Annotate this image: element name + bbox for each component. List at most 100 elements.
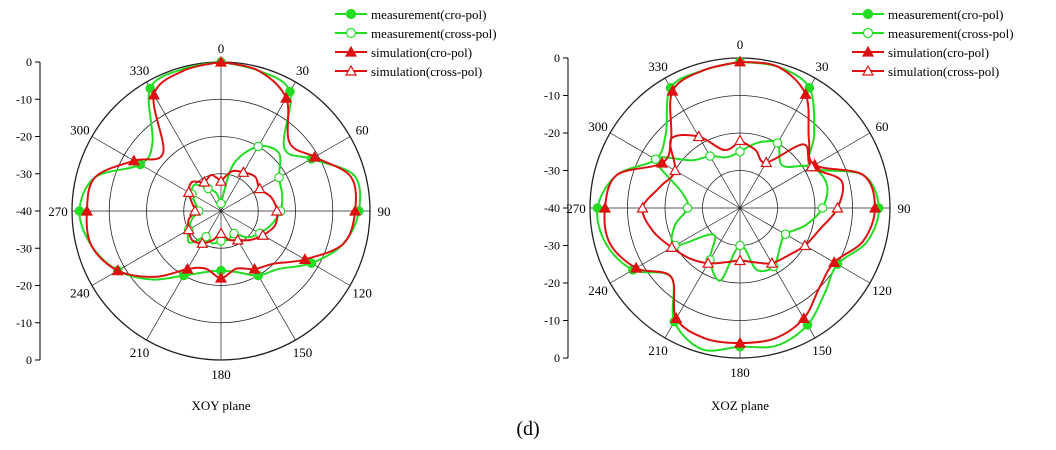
angle-tick-label: 30 [296, 63, 309, 78]
radial-tick-label: 0 [554, 51, 560, 65]
data-point-marker [733, 134, 747, 146]
grid-spoke [664, 77, 741, 209]
legend-item: simulation(cro-pol) [852, 45, 989, 60]
data-point-marker [188, 204, 201, 216]
radial-tick-label: -10 [544, 314, 560, 328]
angle-tick-label: 0 [737, 37, 744, 52]
data-point-marker [780, 229, 791, 240]
data-point-marker [196, 237, 209, 248]
data-point-marker [733, 336, 747, 348]
data-point-marker [214, 174, 228, 186]
angle-tick-label: 330 [130, 63, 150, 78]
series-simulation-cross-pol [636, 130, 845, 268]
data-point-marker [256, 228, 269, 240]
radial-tick-label: -10 [16, 316, 32, 330]
data-point-marker [636, 201, 649, 213]
data-point-marker [692, 130, 705, 142]
series-measurement-cross-pol [650, 138, 829, 282]
legend-marker [345, 27, 357, 39]
angle-tick-label: 120 [872, 283, 892, 298]
angle-tick-label: 90 [898, 201, 911, 216]
radial-tick-label: -20 [544, 276, 560, 290]
data-point-marker [669, 164, 682, 176]
data-point-marker [229, 228, 239, 239]
chart-title: XOY plane [191, 398, 250, 413]
radial-axis: 0 -10 -20 -30 -40 -30 -20 -10 0 [16, 55, 41, 367]
data-point-marker [80, 204, 93, 216]
legend-marker [345, 8, 357, 20]
angle-tick-label: 120 [352, 286, 372, 301]
legend-label: measurement(cross-pol) [371, 26, 497, 41]
xoz-polar-chart: 0 30 60 90 120 150 180 210 240 270 300 330 0 -10 -20 -3… [544, 7, 1014, 413]
angle-tick-label: 300 [70, 123, 90, 138]
data-point-marker [111, 264, 124, 276]
angle-tick-label: 30 [816, 59, 829, 74]
legend-item: measurement(cro-pol) [335, 7, 487, 22]
xoz-plane-panel: 0 30 60 90 120 150 180 210 240 270 300 330 0 -10 -20 -3… [528, 0, 1056, 420]
angle-tick-label: 60 [356, 123, 369, 138]
data-point-marker [147, 88, 160, 100]
angle-tick-label: 0 [218, 41, 225, 56]
angle-tick-label: 180 [730, 365, 750, 380]
data-point-marker [670, 312, 683, 324]
data-point-marker [127, 154, 140, 166]
radial-tick-label: 0 [26, 353, 32, 367]
data-point-marker [666, 84, 679, 96]
data-point-marker [181, 262, 194, 274]
data-point-marker [630, 261, 643, 273]
legend-item: simulation(cross-pol) [335, 64, 482, 79]
series-measurement-cro-pol [74, 57, 364, 281]
angle-tick-label: 330 [648, 59, 668, 74]
legend-label: measurement(cro-pol) [371, 7, 487, 22]
radial-tick-label: 0 [26, 55, 32, 69]
legend-marker [344, 45, 358, 57]
legend-marker [862, 27, 874, 39]
legend-label: simulation(cro-pol) [371, 45, 472, 60]
data-point-marker [665, 241, 678, 252]
data-point-marker [868, 201, 882, 213]
legend-item: simulation(cross-pol) [852, 64, 999, 79]
grid-spoke [220, 210, 351, 286]
data-point-marker [760, 156, 773, 168]
legend-label: simulation(cro-pol) [888, 45, 989, 60]
radial-tick-label: -20 [544, 126, 560, 140]
grid-spoke [220, 136, 351, 212]
legend: measurement(cro-pol) measurement(cross-po… [335, 7, 497, 79]
chart-title: XOZ plane [711, 398, 769, 413]
data-point-marker [682, 203, 693, 213]
angle-tick-label: 210 [648, 343, 668, 358]
data-point-marker [237, 166, 250, 177]
data-point-marker [797, 312, 810, 324]
angle-tick-label: 60 [876, 119, 889, 134]
angle-tick-label: 150 [812, 343, 832, 358]
radial-tick-label: 0 [554, 351, 560, 365]
radial-tick-label: -40 [16, 204, 32, 218]
data-point-marker [270, 204, 283, 216]
data-point-marker [214, 227, 228, 238]
grid-spoke [91, 210, 222, 286]
angle-tick-label: 90 [378, 204, 391, 219]
polar-grid [71, 61, 371, 361]
data-point-marker [253, 182, 266, 194]
radial-tick-label: -20 [16, 279, 32, 293]
data-point-marker [765, 256, 778, 268]
data-point-marker [831, 201, 844, 213]
data-point-marker [735, 146, 745, 157]
data-point-marker [828, 256, 841, 267]
series-line [78, 61, 362, 281]
angle-tick-label: 300 [588, 119, 608, 134]
data-point-marker [182, 223, 195, 235]
data-point-marker [733, 254, 747, 266]
legend-label: simulation(cross-pol) [888, 64, 999, 79]
data-point-marker [598, 201, 612, 213]
data-point-marker [308, 150, 321, 162]
data-point-marker [817, 203, 828, 213]
data-point-marker [201, 232, 211, 242]
legend-marker [861, 45, 875, 57]
data-point-marker [182, 186, 195, 197]
data-point-marker [735, 240, 745, 251]
radial-tick-label: -10 [16, 92, 32, 106]
angle-tick-label: 240 [70, 286, 90, 301]
angle-tick-label: 270 [48, 204, 68, 219]
